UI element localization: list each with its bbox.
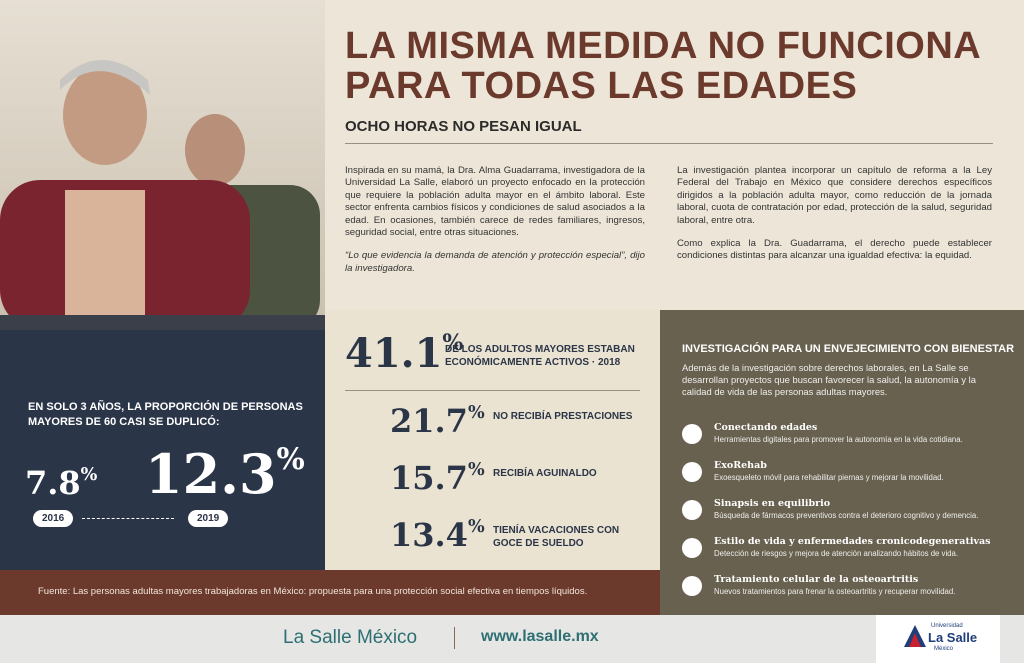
stat-value: 13.4% [390, 516, 485, 554]
item-name: Tratamiento celular de la osteoartritis [714, 574, 919, 585]
icon [682, 576, 702, 596]
divider [345, 390, 640, 391]
brand: La Salle México [283, 627, 418, 648]
research-item: Conectando edades Herramientas digitales … [682, 422, 1012, 458]
research-item: Estilo de vida y enfermedades cronicodeg… [682, 536, 1012, 572]
icon [682, 500, 702, 520]
value: 21.7 [390, 402, 468, 440]
research-item: Tratamiento celular de la osteoartritis N… [682, 574, 1012, 610]
title: LA MISMA MEDIDA NO FUNCIONA PARA TODAS L… [345, 25, 980, 107]
item-desc: Búsqueda de fármacos preventivos contra … [714, 511, 979, 520]
subtitle: OCHO HORAS NO PESAN IGUAL [345, 118, 582, 135]
url[interactable]: www.lasalle.mx [481, 628, 599, 645]
item-desc: Exoesqueleto móvil para rehabilitar pier… [714, 473, 944, 482]
value: 15.7 [390, 459, 468, 497]
growth-from: 7.8% [25, 464, 97, 502]
main-stat: 41.1% [345, 330, 463, 377]
divider [345, 143, 993, 144]
item-desc: Detección de riesgos y mejora de atenció… [714, 549, 959, 558]
research-panel: INVESTIGACIÓN PARA UN ENVEJECIMIENTO CON… [660, 310, 1024, 615]
unit: % [467, 459, 485, 480]
item-name: Sinapsis en equilibrio [714, 498, 831, 509]
stat-value: 21.7% [390, 402, 485, 440]
stat-label: TIENÍA VACACIONES CON GOCE DE SUELDO [493, 525, 620, 549]
research-item: Sinapsis en equilibrio Búsqueda de fármac… [682, 498, 1012, 534]
paragraph: La investigación plantea incorporar un c… [677, 165, 992, 226]
source: Fuente: Las personas adultas mayores tra… [0, 570, 660, 615]
stat-value: 15.7% [390, 459, 485, 497]
year-pill: 2016 [33, 510, 74, 527]
research-text: Además de la investigación sobre derecho… [682, 362, 976, 397]
value: 41.1 [345, 330, 443, 377]
item-name: Estilo de vida y enfermedades cronicodeg… [714, 536, 991, 547]
unit: % [467, 402, 485, 423]
icon [682, 538, 702, 558]
logo-name: La Salle [928, 630, 978, 645]
logo-mark [904, 625, 926, 647]
logo-bottom: México [934, 646, 954, 652]
stat-label: RECIBÍA AGUINALDO [493, 468, 597, 479]
research-item: ExoRehab Exoesqueleto móvil para rehabili… [682, 460, 1012, 496]
value: 7.8 [25, 464, 81, 502]
logo: Universidad La Salle México [876, 615, 1000, 663]
stats-panel: 41.1% DE LOS ADULTOS MAYORES ESTABAN ECO… [325, 310, 660, 570]
item-name: Conectando edades [714, 422, 818, 433]
unit: % [276, 442, 305, 477]
unit: % [442, 330, 464, 356]
item-name: ExoRehab [714, 460, 767, 471]
icon [682, 424, 702, 444]
footer: La Salle México www.lasalle.mx Universid… [0, 615, 1024, 663]
icon [682, 462, 702, 482]
year-pill: 2019 [188, 510, 229, 527]
arrow [82, 518, 174, 519]
value: 13.4 [390, 516, 468, 554]
paragraph: Inspirada en su mamá, la Dra. Alma Guada… [345, 165, 645, 239]
logo-top: Universidad [931, 623, 963, 629]
paragraph: Como explica la Dra. Guadarrama, el dere… [677, 238, 992, 262]
research-title: INVESTIGACIÓN PARA UN ENVEJECIMIENTO CON… [682, 343, 1015, 355]
quote: “Lo que evidencia la demanda de atención… [345, 250, 645, 274]
unit: % [467, 516, 485, 537]
item-desc: Herramientas digitales para promover la … [714, 435, 963, 444]
photo-illustration [0, 60, 325, 330]
main-label: DE LOS ADULTOS MAYORES ESTABAN ECONÓMICA… [445, 344, 635, 368]
growth-text: EN SOLO 3 AÑOS, LA PROPORCIÓN DE PERSONA… [28, 401, 303, 428]
growth-to: 12.3% [145, 442, 305, 506]
intro-right: La investigación plantea incorporar un c… [677, 165, 992, 274]
item-desc: Nuevos tratamientos para frenar la osteo… [714, 587, 956, 596]
intro-left: Inspirada en su mamá, la Dra. Alma Guada… [345, 165, 645, 286]
value: 12.3 [145, 442, 277, 506]
growth-panel: EN SOLO 3 AÑOS, LA PROPORCIÓN DE PERSONA… [0, 330, 325, 570]
unit: % [80, 464, 98, 485]
photo [0, 0, 325, 330]
separator [454, 627, 455, 649]
stat-label: NO RECIBÍA PRESTACIONES [493, 411, 633, 422]
